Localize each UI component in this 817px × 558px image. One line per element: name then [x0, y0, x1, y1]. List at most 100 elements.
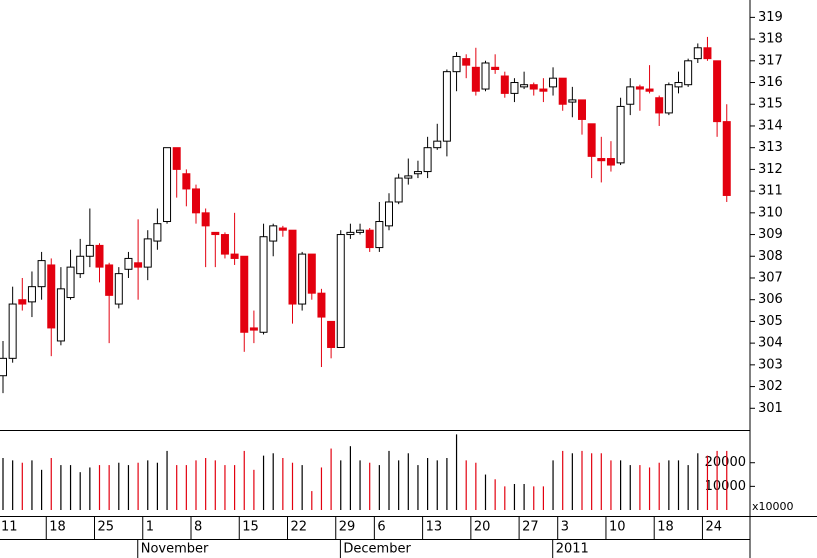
- candle-body: [182, 173, 191, 190]
- x-tick-label: 13: [426, 520, 443, 535]
- month-label: 2011: [556, 542, 589, 557]
- y-tick-label: 304: [758, 336, 783, 351]
- candle-body: [713, 60, 722, 123]
- y-tick-label: 305: [758, 314, 783, 329]
- y-tick-label: 317: [758, 53, 783, 68]
- candle-body: [385, 201, 393, 227]
- candle-body: [568, 99, 577, 103]
- x-tick-label: 27: [522, 520, 539, 535]
- x-tick-label: 3: [561, 520, 569, 535]
- candle-body: [365, 229, 374, 249]
- candle-body: [684, 60, 693, 86]
- candle-body: [114, 273, 123, 305]
- candle-body: [655, 97, 664, 114]
- y-tick-label: 314: [758, 118, 783, 133]
- candle-body: [8, 303, 17, 359]
- candle-body: [56, 288, 65, 342]
- candle-body: [500, 75, 509, 94]
- candle-body: [442, 71, 451, 142]
- candle-body: [192, 188, 200, 214]
- candle-body: [404, 175, 413, 179]
- candle-body: [645, 88, 654, 92]
- x-tick-label: 22: [291, 520, 308, 535]
- volume-tick-label: 10000: [705, 479, 746, 494]
- candle-body: [722, 121, 731, 196]
- candle-body: [626, 86, 635, 105]
- y-tick-label: 318: [758, 32, 783, 47]
- candle-body: [230, 253, 239, 259]
- y-tick-label: 311: [758, 184, 783, 199]
- candle-body: [27, 286, 36, 303]
- candle-body: [423, 147, 432, 173]
- candle-body: [201, 212, 210, 227]
- x-tick-label: 10: [609, 520, 626, 535]
- x-tick-label: 18: [49, 520, 66, 535]
- y-tick-label: 319: [758, 10, 783, 25]
- x-tick-label: 29: [339, 520, 356, 535]
- y-tick-label: 307: [758, 270, 783, 285]
- candle-body: [172, 147, 181, 170]
- y-tick-label: 310: [758, 205, 783, 220]
- candle-body: [317, 292, 326, 318]
- candle-body: [134, 262, 143, 268]
- candle-body: [269, 225, 278, 242]
- candle-body: [327, 320, 336, 348]
- candle-body: [356, 229, 365, 233]
- candle-body: [433, 140, 442, 149]
- candle-body: [578, 99, 586, 120]
- candle-body: [307, 253, 316, 294]
- candle-body: [76, 255, 85, 275]
- candle-body: [95, 244, 104, 268]
- y-tick-label: 302: [758, 379, 783, 394]
- candle-body: [664, 84, 673, 114]
- candle-body: [549, 77, 558, 88]
- candle-body: [674, 82, 683, 88]
- candle-body: [394, 177, 403, 203]
- candle-body: [278, 227, 287, 231]
- candle-body: [529, 84, 538, 90]
- month-label: December: [343, 542, 411, 557]
- x-tick-label: 6: [377, 520, 385, 535]
- candle-body: [153, 223, 162, 242]
- candle-body: [249, 327, 258, 331]
- x-tick-label: 8: [194, 520, 202, 535]
- y-tick-label: 315: [758, 97, 783, 112]
- candle-body: [18, 299, 27, 305]
- candle-body: [491, 66, 500, 70]
- candle-body: [413, 171, 422, 175]
- y-tick-label: 306: [758, 292, 783, 307]
- candle-body: [635, 86, 644, 90]
- x-tick-label: 15: [242, 520, 259, 535]
- x-tick-label: 1: [146, 520, 154, 535]
- candle-body: [143, 238, 152, 268]
- candle-body: [587, 123, 596, 157]
- candle-body: [597, 158, 606, 162]
- x-tick-label: 20: [474, 520, 491, 535]
- x-tick-label: 11: [1, 520, 18, 535]
- y-tick-label: 316: [758, 75, 783, 90]
- candle-body: [288, 229, 297, 305]
- candle-body: [520, 84, 529, 88]
- y-tick-label: 313: [758, 140, 783, 155]
- candle-body: [66, 266, 75, 299]
- candle-body: [0, 357, 7, 377]
- candle-body: [37, 260, 46, 288]
- candle-body: [481, 62, 490, 90]
- y-tick-label: 308: [758, 249, 783, 264]
- candle-body: [616, 105, 625, 164]
- candle-body: [452, 55, 461, 73]
- y-tick-label: 312: [758, 162, 783, 177]
- candle-body: [211, 231, 220, 236]
- candle-body: [693, 47, 702, 60]
- candle-body: [606, 158, 615, 166]
- candle-body: [346, 231, 355, 236]
- x-tick-label: 25: [98, 520, 115, 535]
- candle-body: [47, 264, 56, 329]
- x-tick-label: 24: [705, 520, 722, 535]
- y-tick-label: 303: [758, 357, 783, 372]
- candle-body: [336, 234, 345, 348]
- month-label: November: [141, 542, 209, 557]
- candle-body: [462, 58, 471, 66]
- x-tick-label: 18: [657, 520, 674, 535]
